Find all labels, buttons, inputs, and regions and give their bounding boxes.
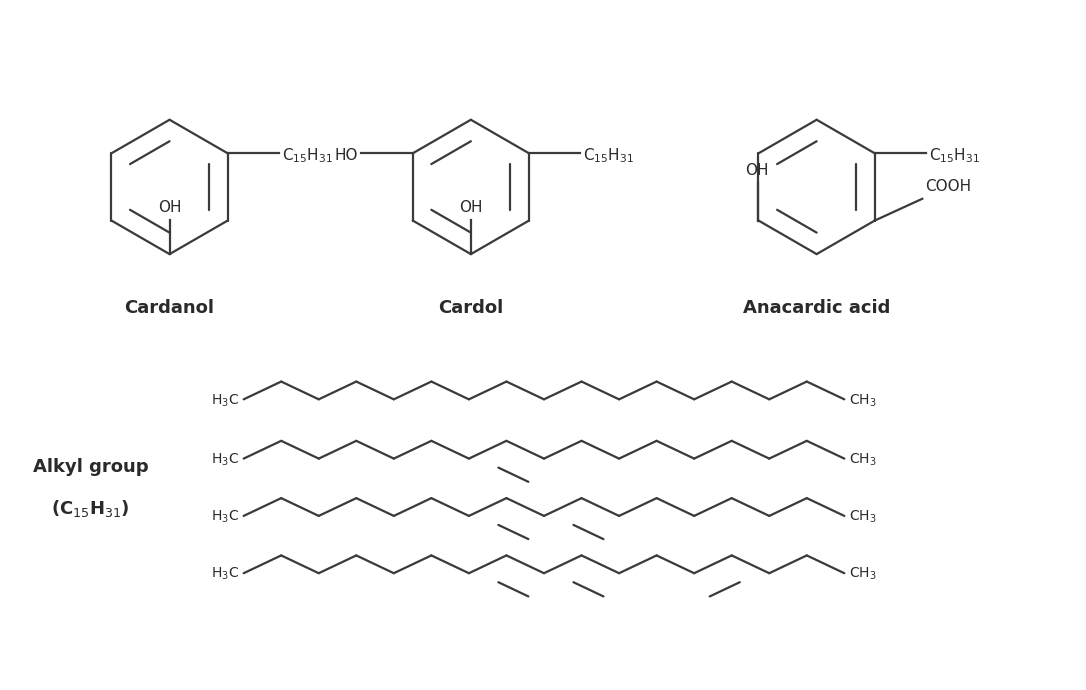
Text: Alkyl group: Alkyl group [33, 457, 149, 475]
Text: Cardol: Cardol [439, 299, 504, 317]
Text: (C$_{15}$H$_{31}$): (C$_{15}$H$_{31}$) [51, 497, 130, 518]
Text: CH$_3$: CH$_3$ [849, 566, 876, 582]
Text: COOH: COOH [925, 179, 971, 194]
Text: Anacardic acid: Anacardic acid [743, 299, 891, 317]
Text: CH$_3$: CH$_3$ [849, 509, 876, 525]
Text: Cardanol: Cardanol [125, 299, 215, 317]
Text: CH$_3$: CH$_3$ [849, 392, 876, 408]
Text: OH: OH [157, 199, 181, 215]
Text: C$_{15}$H$_{31}$: C$_{15}$H$_{31}$ [282, 146, 333, 165]
Text: CH$_3$: CH$_3$ [849, 451, 876, 468]
Text: H$_3$C: H$_3$C [211, 509, 239, 525]
Text: HO: HO [334, 148, 358, 163]
Text: H$_3$C: H$_3$C [211, 566, 239, 582]
Text: C$_{15}$H$_{31}$: C$_{15}$H$_{31}$ [930, 146, 981, 165]
Text: OH: OH [745, 163, 768, 178]
Text: OH: OH [459, 199, 482, 215]
Text: H$_3$C: H$_3$C [211, 451, 239, 468]
Text: C$_{15}$H$_{31}$: C$_{15}$H$_{31}$ [583, 146, 634, 165]
Text: H$_3$C: H$_3$C [211, 392, 239, 408]
